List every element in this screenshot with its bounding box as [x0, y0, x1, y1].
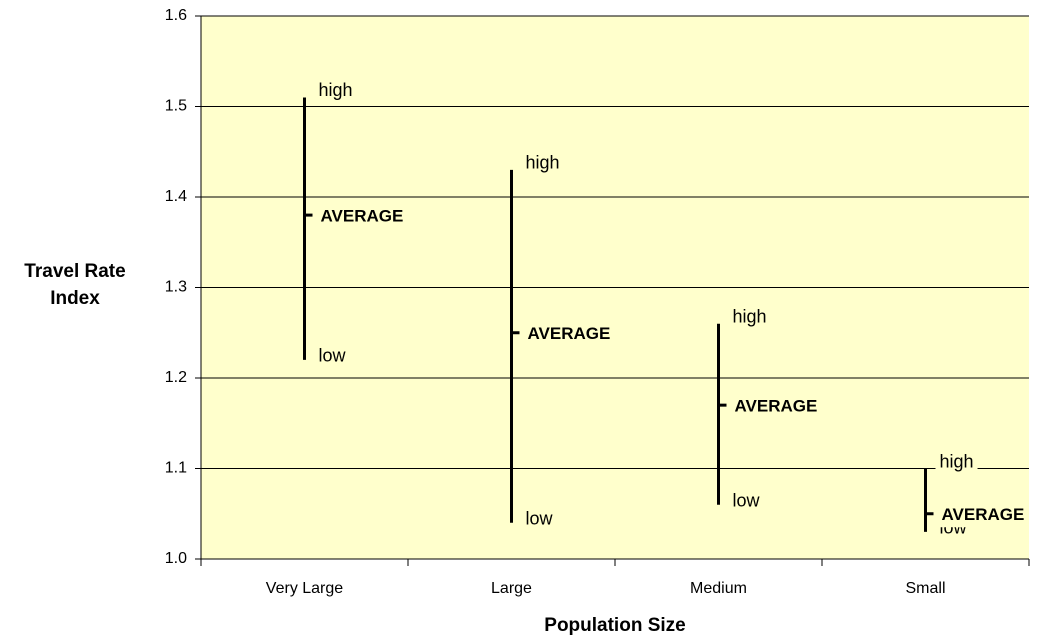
x-axis-title: Population Size — [544, 615, 685, 636]
y-tick-label: 1.4 — [165, 188, 187, 205]
label-bg — [316, 203, 408, 229]
data-label: low — [319, 346, 347, 366]
y-tick-label: 1.1 — [165, 460, 187, 477]
y-tick-label: 1.0 — [165, 550, 187, 567]
data-label: AVERAGE — [321, 207, 404, 226]
data-label: high — [319, 80, 353, 100]
label-bg — [730, 393, 822, 419]
y-tick-label: 1.5 — [165, 98, 187, 115]
y-tick-label: 1.6 — [165, 7, 187, 24]
data-label: high — [733, 306, 767, 326]
y-tick-label: 1.3 — [165, 279, 187, 296]
data-label: AVERAGE — [942, 505, 1025, 524]
y-tick-label: 1.2 — [165, 369, 187, 386]
label-bg — [314, 342, 351, 369]
label-bg — [314, 77, 357, 104]
label-bg — [937, 502, 1029, 528]
data-label: low — [733, 490, 761, 510]
label-bg — [521, 149, 564, 176]
x-tick-label: Large — [491, 580, 532, 597]
x-tick-label: Small — [905, 580, 945, 597]
y-axis-title: Travel Rate Index — [24, 261, 126, 309]
label-bg — [521, 505, 558, 532]
data-label: low — [526, 509, 554, 529]
label-bg — [523, 321, 615, 347]
label-bg — [728, 303, 771, 330]
x-tick-label: Very Large — [266, 580, 343, 597]
label-bg — [935, 448, 978, 475]
x-tick-label: Medium — [690, 580, 747, 597]
data-label: high — [526, 153, 560, 173]
data-label: high — [940, 451, 974, 471]
label-bg — [728, 487, 765, 514]
data-label: AVERAGE — [735, 397, 818, 416]
data-label: AVERAGE — [528, 324, 611, 343]
